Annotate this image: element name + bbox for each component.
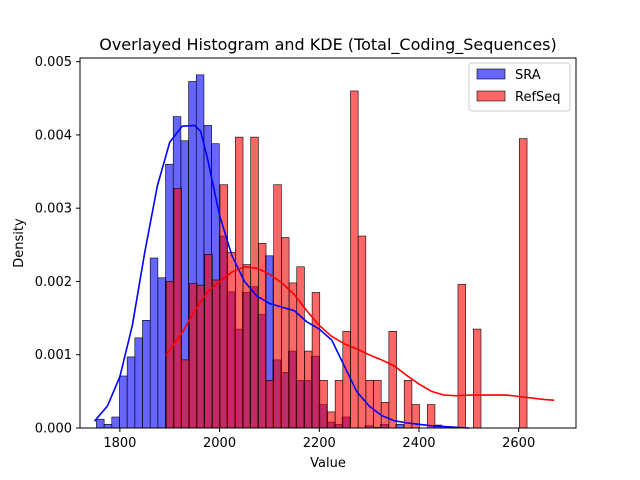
bar-refseq-6: [212, 279, 221, 429]
bar-sra-5: [134, 337, 143, 429]
y-axis-label: Density: [12, 218, 27, 268]
bar-refseq-2: [181, 359, 190, 429]
bar-refseq-31: [403, 380, 413, 429]
x-tick-label-2600: 2600: [502, 436, 535, 451]
bar-refseq-11: [250, 136, 259, 429]
bar-refseq-25: [357, 235, 367, 429]
bar-refseq-3: [188, 283, 198, 429]
y-tick-label-2: 0.002: [35, 275, 72, 290]
bar-refseq-13: [265, 380, 275, 429]
kde-layer: [94, 124, 555, 429]
legend-swatch-refseq: [476, 90, 506, 102]
bar-sra-1: [103, 424, 113, 429]
bar-refseq-29: [388, 330, 397, 429]
bar-refseq-46: [519, 138, 528, 429]
y-tick-label-5: 0.005: [35, 55, 72, 70]
bar-refseq-0: [165, 281, 175, 429]
bar-sra-2: [111, 416, 120, 429]
bar-refseq-1: [173, 188, 182, 429]
legend-label-refseq: RefSeq: [515, 90, 561, 105]
legend-swatch-sra: [476, 68, 506, 80]
bar-refseq-17: [296, 266, 305, 429]
bar-refseq-18: [304, 350, 313, 429]
bar-sra-39: [395, 424, 404, 429]
bar-sra-4: [126, 356, 136, 429]
bar-refseq-9: [235, 136, 244, 429]
bar-refseq-19: [311, 292, 321, 429]
bar-refseq-27: [373, 380, 382, 429]
plot-area-frame: [79, 57, 577, 429]
y-tick-label-1: 0.001: [35, 348, 72, 363]
x-axis: 1800 2000 2200 2400 2600: [103, 428, 535, 451]
bar-refseq-20: [319, 380, 328, 429]
bar-sra-6: [142, 319, 151, 429]
x-axis-label: Value: [310, 456, 346, 471]
kde-line-refseq: [165, 266, 555, 401]
bar-refseq-21: [327, 411, 336, 429]
y-axis: 0.000 0.001 0.002 0.003 0.004 0.005: [35, 55, 80, 437]
bar-refseq-40: [473, 328, 482, 429]
bar-refseq-24: [350, 90, 359, 429]
chart-title: Overlayed Histogram and KDE (Total_Codin…: [99, 35, 557, 55]
bar-sra-7: [149, 257, 159, 429]
bar-refseq-34: [426, 404, 436, 429]
bar-refseq-15: [281, 237, 290, 429]
kde-line-sra: [94, 124, 470, 429]
legend-label-sra: SRA: [515, 68, 541, 83]
bar-sra-8: [157, 277, 166, 429]
y-tick-label-4: 0.004: [35, 128, 72, 143]
x-tick-label-2200: 2200: [303, 436, 336, 451]
y-tick-label-3: 0.003: [35, 202, 72, 217]
bar-refseq-22: [334, 380, 344, 429]
bar-sra-0: [96, 418, 105, 429]
bar-refseq-38: [457, 284, 466, 429]
x-tick-label-1800: 1800: [103, 436, 136, 451]
x-tick-label-2000: 2000: [203, 436, 236, 451]
bar-sra-3: [119, 375, 128, 429]
legend: SRA RefSeq: [468, 62, 571, 112]
y-tick-label-0: 0.000: [35, 422, 72, 437]
bar-refseq-16: [288, 282, 298, 429]
x-tick-label-2400: 2400: [402, 436, 435, 451]
bar-refseq-8: [227, 251, 236, 429]
bar-refseq-10: [242, 264, 251, 429]
bar-refseq-5: [204, 254, 213, 429]
